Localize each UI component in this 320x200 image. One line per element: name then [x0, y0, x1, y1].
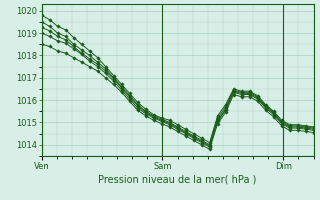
X-axis label: Pression niveau de la mer( hPa ): Pression niveau de la mer( hPa ): [99, 175, 257, 185]
